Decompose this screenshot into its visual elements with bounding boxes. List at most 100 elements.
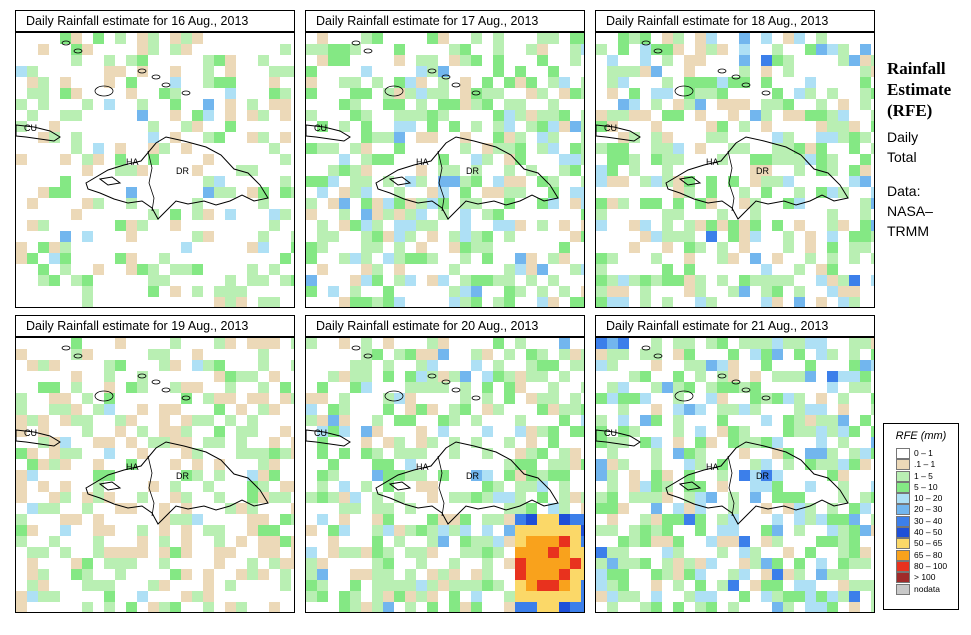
- rainfall-cell: [673, 154, 684, 165]
- rainfall-cell: [607, 253, 618, 264]
- rainfall-cell: [728, 525, 739, 536]
- rainfall-cell: [860, 209, 871, 220]
- rainfall-cell: [339, 187, 350, 198]
- rainfall-cell: [629, 99, 640, 110]
- rainfall-cell: [350, 360, 361, 371]
- rainfall-cell: [148, 154, 159, 165]
- rainfall-cell: [805, 481, 816, 492]
- rainfall-cell: [49, 437, 60, 448]
- rainfall-cell: [570, 602, 581, 612]
- rainfall-cell: [170, 492, 181, 503]
- rainfall-cell: [739, 591, 750, 602]
- rainfall-cell: [306, 286, 317, 297]
- rainfall-cell: [581, 404, 584, 415]
- rainfall-cell: [170, 602, 181, 612]
- rainfall-cell: [383, 371, 394, 382]
- rainfall-cell: [570, 297, 581, 307]
- rainfall-cell: [104, 547, 115, 558]
- rainfall-cell: [717, 426, 728, 437]
- rainfall-cell: [860, 154, 871, 165]
- product-description: Rainfall Estimate (RFE) Daily Total Data…: [887, 58, 951, 241]
- rainfall-cell: [460, 536, 471, 547]
- rainfall-cell: [805, 77, 816, 88]
- rainfall-cell: [504, 382, 515, 393]
- rainfall-cell: [717, 481, 728, 492]
- rainfall-cell: [816, 426, 827, 437]
- rainfall-cell: [493, 88, 504, 99]
- rainfall-cell: [761, 110, 772, 121]
- rainfall-cell: [581, 536, 584, 547]
- legend-item: 10 – 20: [884, 493, 958, 505]
- rainfall-cell: [339, 514, 350, 525]
- rainfall-cell: [280, 253, 291, 264]
- rainfall-cell: [640, 231, 651, 242]
- rainfall-cell: [16, 393, 27, 404]
- rainfall-cell: [438, 382, 449, 393]
- rainfall-cell: [438, 415, 449, 426]
- rainfall-cell: [607, 360, 618, 371]
- rainfall-cell: [570, 165, 581, 176]
- rainfall-cell: [548, 503, 559, 514]
- place-label-ha: HA: [126, 157, 139, 167]
- rainfall-cell: [148, 44, 159, 55]
- rainfall-cell: [225, 393, 236, 404]
- rainfall-cell: [816, 415, 827, 426]
- rainfall-cell: [383, 360, 394, 371]
- rainfall-cell: [93, 143, 104, 154]
- rainfall-cell: [137, 404, 148, 415]
- rainfall-cell: [827, 121, 838, 132]
- rainfall-cell: [515, 569, 526, 580]
- rainfall-cell: [258, 525, 269, 536]
- rainfall-cell: [581, 569, 584, 580]
- rainfall-cell: [181, 492, 192, 503]
- rainfall-cell: [247, 558, 258, 569]
- rainfall-cell: [372, 602, 383, 612]
- rainfall-cell: [27, 66, 38, 77]
- rainfall-cell: [526, 558, 537, 569]
- rainfall-cell: [640, 437, 651, 448]
- rainfall-cell: [394, 55, 405, 66]
- rainfall-cell: [673, 33, 684, 44]
- rainfall-cell: [581, 602, 584, 612]
- product-title-line1: Rainfall: [887, 59, 946, 78]
- rainfall-cell: [181, 33, 192, 44]
- rainfall-cell: [537, 360, 548, 371]
- rainfall-cell: [225, 415, 236, 426]
- hispaniola-coastline: [375, 136, 559, 220]
- rainfall-cell: [471, 349, 482, 360]
- rainfall-cell: [181, 536, 192, 547]
- rainfall-cell: [258, 514, 269, 525]
- rainfall-cell: [427, 253, 438, 264]
- rainfall-cell: [772, 44, 783, 55]
- rainfall-cell: [618, 415, 629, 426]
- rainfall-cell: [816, 591, 827, 602]
- rainfall-cell: [860, 547, 871, 558]
- rainfall-cell: [684, 264, 695, 275]
- rainfall-cell: [772, 338, 783, 349]
- bahamas-island-outline: [351, 40, 361, 46]
- rainfall-cell: [339, 525, 350, 536]
- rainfall-cell: [750, 481, 761, 492]
- rainfall-cell: [581, 286, 584, 297]
- rainfall-cell: [214, 360, 225, 371]
- rainfall-cell: [258, 297, 269, 307]
- rainfall-cell: [258, 55, 269, 66]
- rainfall-cell: [607, 88, 618, 99]
- rainfall-cell: [416, 77, 427, 88]
- rainfall-cell: [247, 426, 258, 437]
- rainfall-cell: [137, 220, 148, 231]
- rainfall-cell: [607, 481, 618, 492]
- rainfall-cell: [449, 176, 460, 187]
- rainfall-cell: [471, 176, 482, 187]
- place-label-ha: HA: [416, 157, 429, 167]
- rainfall-cell: [427, 437, 438, 448]
- rainfall-cell: [471, 99, 482, 110]
- haiti-dr-border: [727, 455, 735, 517]
- rainfall-cell: [361, 209, 372, 220]
- rainfall-cell: [548, 470, 559, 481]
- rainfall-cell: [596, 176, 607, 187]
- rainfall-cell: [372, 33, 383, 44]
- rainfall-cell: [269, 558, 280, 569]
- rainfall-cell: [849, 514, 860, 525]
- rainfall-cell: [816, 558, 827, 569]
